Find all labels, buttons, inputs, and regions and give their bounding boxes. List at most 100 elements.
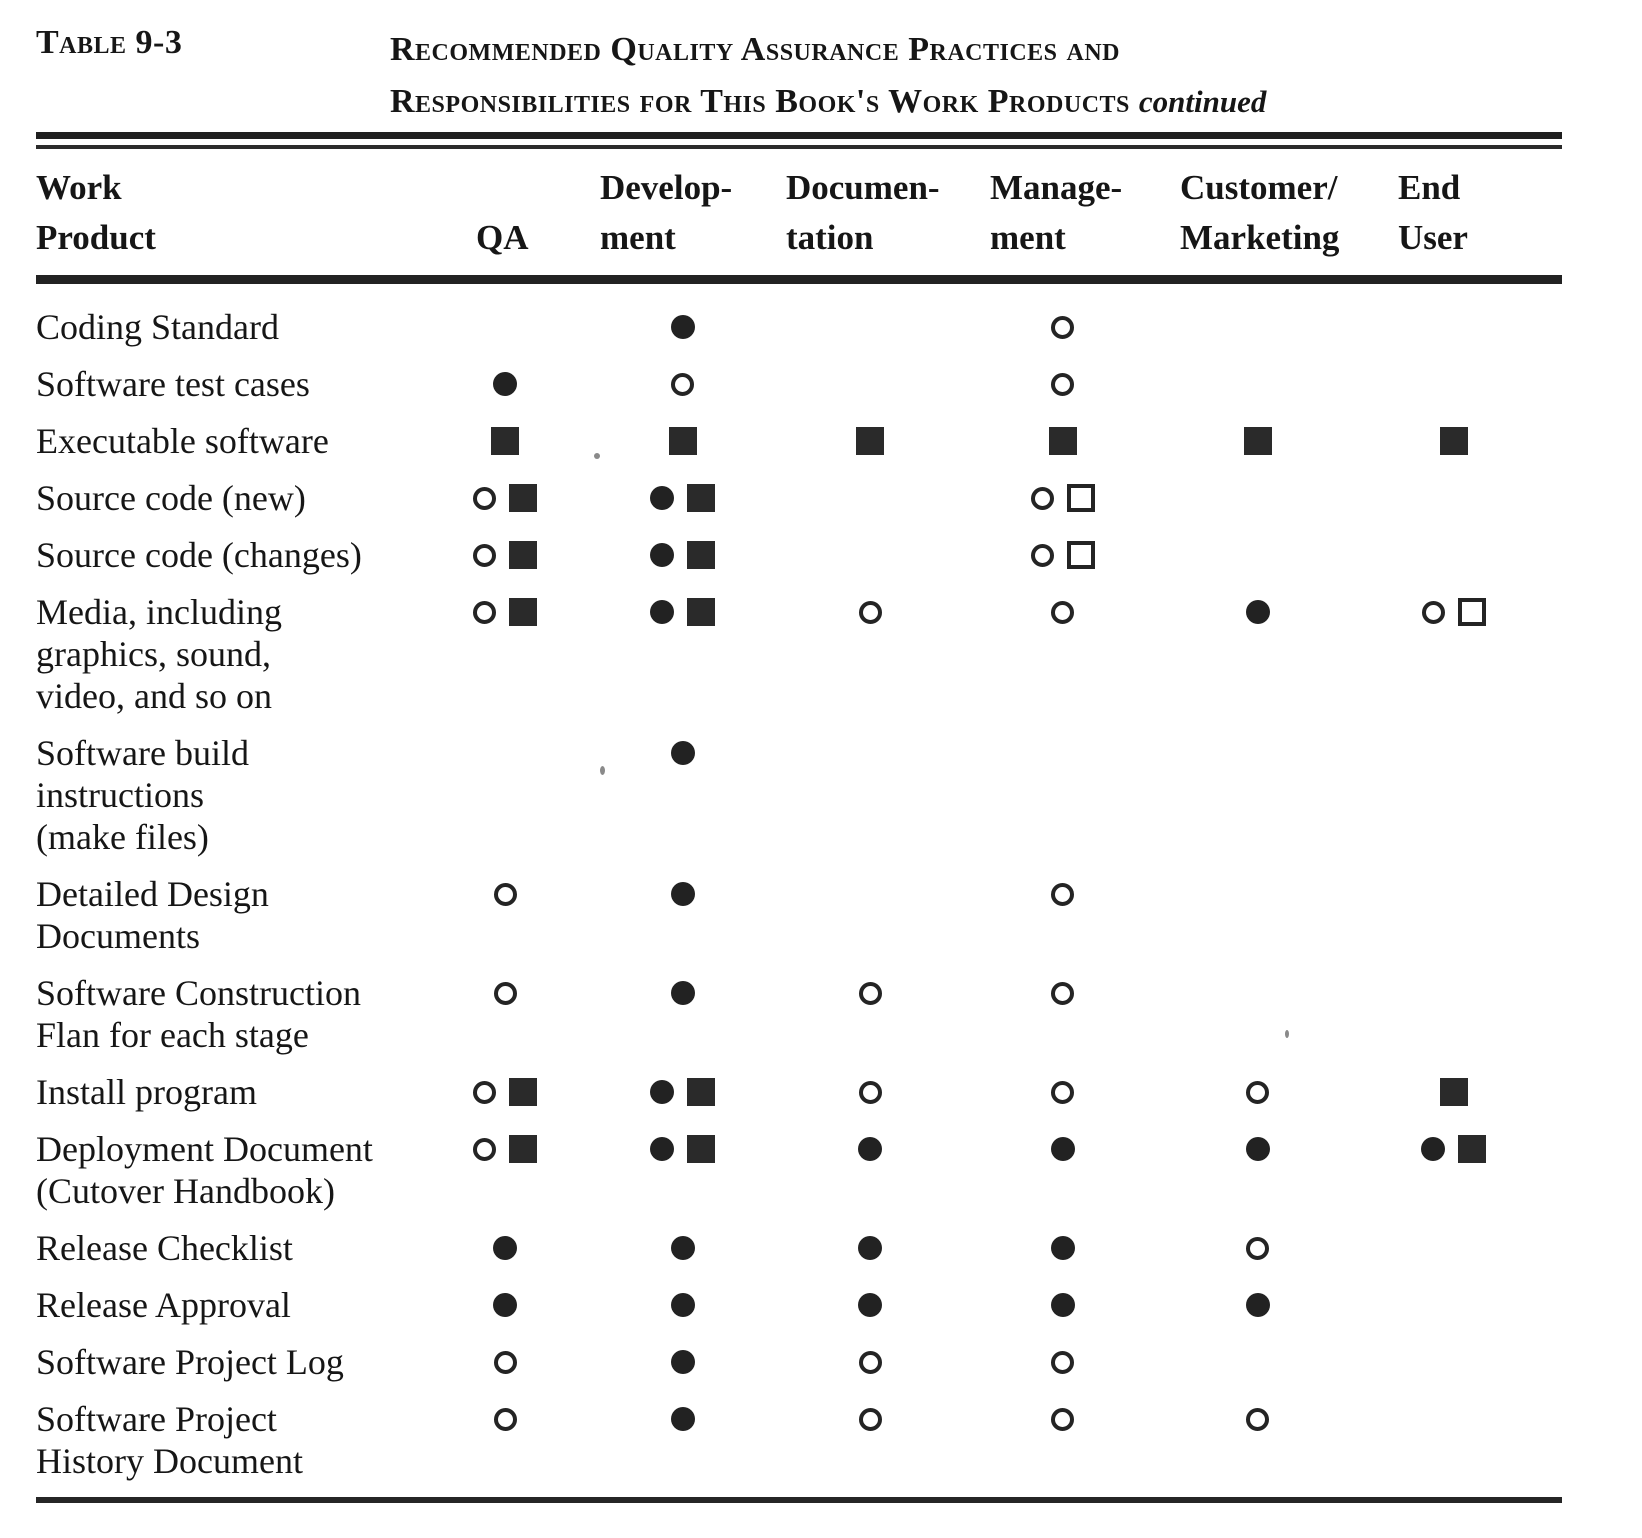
filled-circle-icon bbox=[858, 1293, 882, 1317]
cell-documentation bbox=[775, 732, 965, 774]
continued-marker: continued bbox=[1138, 84, 1267, 119]
filled-circle-icon bbox=[650, 1137, 674, 1161]
filled-circle-icon bbox=[670, 1407, 695, 1431]
open-circle-icon bbox=[493, 981, 517, 1005]
cell-documentation bbox=[775, 1227, 965, 1269]
cell-management bbox=[965, 972, 1160, 1014]
cell-documentation bbox=[775, 591, 965, 633]
header-customer-marketing: Customer/ Marketing bbox=[1180, 168, 1340, 257]
cell-documentation bbox=[775, 1071, 965, 1113]
cell-end-user bbox=[1355, 306, 1552, 348]
table-label: Table 9-3 bbox=[36, 24, 183, 61]
filled-square-icon bbox=[1458, 1135, 1486, 1163]
cell-qa bbox=[420, 1128, 590, 1170]
cell-management bbox=[965, 1341, 1160, 1383]
cell-management bbox=[965, 732, 1160, 774]
cell-end-user bbox=[1355, 1128, 1552, 1170]
filled-square-icon bbox=[687, 1078, 715, 1106]
table-row: Software Project History Document bbox=[36, 1398, 1562, 1482]
table-header-row: Work Product QA Develop- ment Documen- t… bbox=[36, 149, 1562, 275]
work-product-label: Detailed Design Documents bbox=[36, 873, 420, 957]
work-product-line: Deployment Document bbox=[36, 1129, 373, 1169]
cell-development bbox=[590, 420, 775, 462]
filled-square-icon bbox=[1439, 1078, 1468, 1106]
open-circle-icon bbox=[858, 600, 882, 624]
work-product-line: Executable software bbox=[36, 421, 329, 461]
cell-development bbox=[590, 972, 775, 1014]
filled-square-icon bbox=[1243, 427, 1272, 455]
table-row: Software Construction Flan for each stage bbox=[36, 972, 1562, 1056]
cell-documentation bbox=[775, 1284, 965, 1326]
cell-customer-marketing bbox=[1160, 1227, 1355, 1269]
filled-circle-icon bbox=[493, 1236, 517, 1260]
cell-end-user bbox=[1355, 363, 1552, 405]
work-product-line: Release Checklist bbox=[36, 1228, 293, 1268]
work-product-line: Detailed Design bbox=[36, 874, 269, 914]
cell-qa bbox=[420, 477, 590, 519]
cell-qa bbox=[420, 732, 590, 774]
open-circle-icon bbox=[1051, 1407, 1074, 1431]
scan-speck bbox=[594, 453, 600, 459]
work-product-line: Documents bbox=[36, 916, 200, 956]
filled-square-icon bbox=[687, 1135, 715, 1163]
filled-circle-icon bbox=[858, 1137, 882, 1161]
cell-development bbox=[590, 1398, 775, 1440]
table-row: Deployment Document (Cutover Handbook) bbox=[36, 1128, 1562, 1212]
filled-circle-icon bbox=[670, 1350, 695, 1374]
table-row: Release Checklist bbox=[36, 1227, 1562, 1269]
cell-qa bbox=[420, 972, 590, 1014]
filled-square-icon bbox=[687, 541, 715, 569]
cell-qa bbox=[420, 1398, 590, 1440]
work-product-line: Software test cases bbox=[36, 364, 310, 404]
cell-qa bbox=[420, 306, 590, 348]
cell-documentation bbox=[775, 1341, 965, 1383]
table-row: Software Project Log bbox=[36, 1341, 1562, 1383]
cell-end-user bbox=[1355, 477, 1552, 519]
cell-documentation bbox=[775, 420, 965, 462]
filled-circle-icon bbox=[1421, 1137, 1445, 1161]
cell-management bbox=[965, 306, 1160, 348]
cell-customer-marketing bbox=[1160, 1284, 1355, 1326]
work-product-line: History Document bbox=[36, 1441, 303, 1481]
work-product-label: Media, including graphics, sound, video, a… bbox=[36, 591, 420, 717]
scan-speck bbox=[1285, 1030, 1289, 1038]
cell-management bbox=[965, 534, 1160, 576]
open-circle-icon bbox=[473, 543, 496, 567]
filled-circle-icon bbox=[493, 1293, 517, 1317]
cell-documentation bbox=[775, 1398, 965, 1440]
work-product-label: Source code (changes) bbox=[36, 534, 420, 576]
work-product-line: Source code (new) bbox=[36, 478, 306, 518]
open-circle-icon bbox=[1051, 315, 1074, 339]
work-product-label: Software build instructions (make files) bbox=[36, 732, 420, 858]
scan-speck bbox=[600, 766, 605, 775]
cell-management bbox=[965, 363, 1160, 405]
cell-development bbox=[590, 591, 775, 633]
table-title-line1: Recommended Quality Assurance Practices … bbox=[390, 31, 1121, 68]
filled-circle-icon bbox=[670, 1236, 695, 1260]
table-caption: Table 9-3 Recommended Quality Assurance … bbox=[36, 24, 1562, 128]
cell-development bbox=[590, 1284, 775, 1326]
filled-square-icon bbox=[687, 598, 715, 626]
filled-circle-icon bbox=[1050, 1293, 1075, 1317]
work-product-label: Software Project History Document bbox=[36, 1398, 420, 1482]
work-product-label: Software test cases bbox=[36, 363, 420, 405]
cell-qa bbox=[420, 534, 590, 576]
cell-customer-marketing bbox=[1160, 363, 1355, 405]
work-product-line: Install program bbox=[36, 1072, 257, 1112]
filled-square-icon bbox=[856, 427, 884, 455]
cell-customer-marketing bbox=[1160, 972, 1355, 1014]
table-title: Recommended Quality Assurance Practices … bbox=[390, 24, 1266, 128]
cell-management bbox=[965, 477, 1160, 519]
cell-development bbox=[590, 873, 775, 915]
work-product-line: Coding Standard bbox=[36, 307, 279, 347]
cell-development bbox=[590, 732, 775, 774]
filled-square-icon bbox=[509, 1078, 537, 1106]
table-title-line2: Responsibilities for This Book's Work Pr… bbox=[390, 83, 1267, 120]
cell-management bbox=[965, 1284, 1160, 1326]
cell-customer-marketing bbox=[1160, 534, 1355, 576]
filled-circle-icon bbox=[670, 882, 695, 906]
filled-square-icon bbox=[1439, 427, 1468, 455]
open-circle-icon bbox=[1051, 882, 1074, 906]
cell-documentation bbox=[775, 873, 965, 915]
cell-customer-marketing bbox=[1160, 1398, 1355, 1440]
